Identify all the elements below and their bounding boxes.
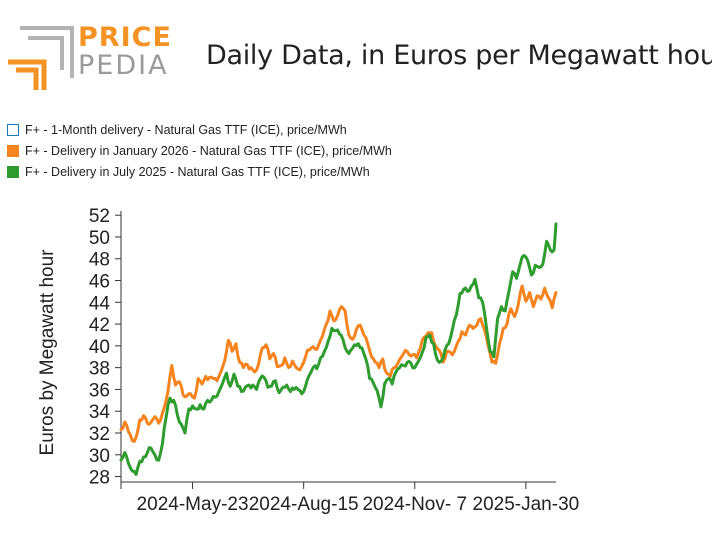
logo-mark-outer-frame bbox=[20, 26, 74, 78]
series-line-jul-2025 bbox=[119, 222, 558, 476]
y-tick-label: 30 bbox=[89, 446, 110, 467]
logo-mark-inner-bracket bbox=[16, 67, 39, 90]
logo-mark-inner-frame bbox=[28, 36, 64, 70]
pricepedia-logo-mark bbox=[8, 26, 74, 90]
x-tick-label: 2024-Aug-15 bbox=[249, 494, 359, 515]
legend-swatch-jan-2026 bbox=[7, 144, 19, 157]
legend-label-jul-2025: F+ - Delivery in July 2025 - Natural Gas… bbox=[25, 164, 370, 179]
pricepedia-logo: PRICE PEDIA bbox=[8, 22, 171, 92]
y-tick-label: 48 bbox=[89, 250, 110, 271]
y-tick-label: 46 bbox=[89, 272, 110, 293]
legend-swatch-jul-2025 bbox=[7, 165, 19, 178]
x-tick-label: 2025-Jan-30 bbox=[473, 494, 580, 515]
y-tick-label: 38 bbox=[89, 359, 110, 380]
logo-mark-outer-bracket bbox=[8, 59, 47, 90]
y-axis-label: Euros by Megawatt hour bbox=[37, 249, 58, 456]
legend-item-1-month: F+ - 1-Month delivery - Natural Gas TTF … bbox=[7, 119, 392, 140]
chart-title: Daily Data, in Euros per Megawatt hour bbox=[206, 40, 712, 71]
logo-word-pedia: PEDIA bbox=[78, 50, 169, 81]
legend-label-1-month: F+ - 1-Month delivery - Natural Gas TTF … bbox=[25, 122, 347, 137]
y-tick-label: 34 bbox=[89, 402, 111, 423]
y-tick-label: 42 bbox=[89, 315, 110, 336]
legend-swatch-1-month bbox=[7, 123, 19, 136]
legend-label-jan-2026: F+ - Delivery in January 2026 - Natural … bbox=[25, 143, 392, 158]
y-tick-label: 28 bbox=[89, 468, 110, 489]
y-tick-label: 52 bbox=[89, 206, 110, 227]
x-tick-label: 2024-Nov- 7 bbox=[362, 494, 467, 515]
legend-item-jul-2025: F+ - Delivery in July 2025 - Natural Gas… bbox=[7, 161, 392, 182]
y-tick-label: 44 bbox=[89, 293, 111, 314]
x-tick-label: 2024-May-23 bbox=[137, 494, 249, 515]
chart-legend: F+ - 1-Month delivery - Natural Gas TTF … bbox=[7, 119, 392, 182]
legend-item-jan-2026: F+ - Delivery in January 2026 - Natural … bbox=[7, 140, 392, 161]
y-tick-label: 50 bbox=[89, 228, 110, 249]
y-tick-label: 36 bbox=[89, 380, 110, 401]
y-tick-label: 32 bbox=[89, 424, 110, 445]
series-line-jan-2026 bbox=[119, 284, 558, 444]
logo-word-price: PRICE bbox=[78, 22, 172, 53]
y-tick-label: 40 bbox=[89, 337, 110, 358]
